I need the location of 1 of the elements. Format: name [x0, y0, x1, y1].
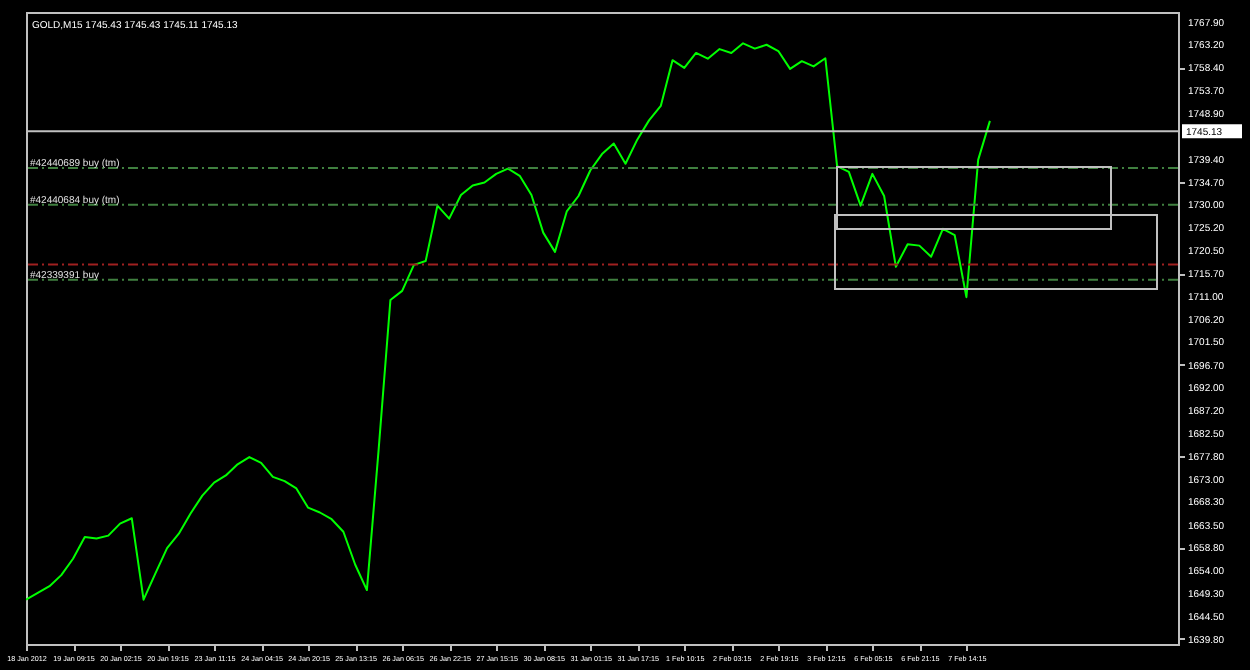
line-series [26, 42, 991, 601]
